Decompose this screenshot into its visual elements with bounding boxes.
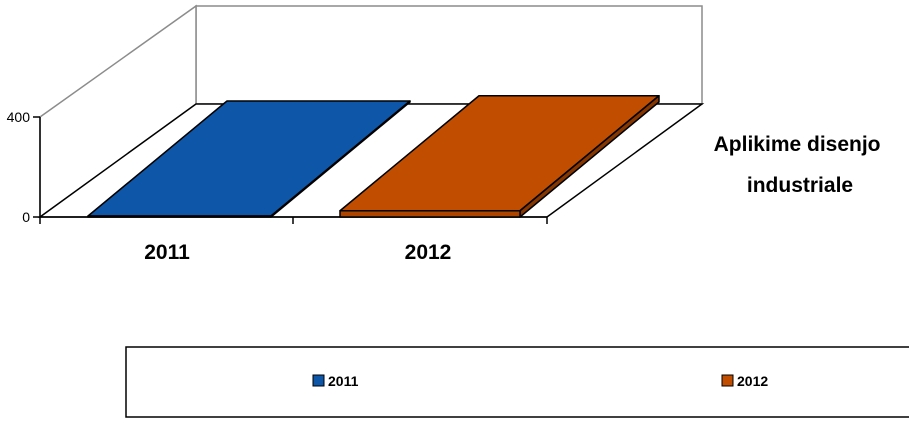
bar-front-2011 <box>87 215 272 218</box>
back-wall <box>195 5 703 105</box>
legend-swatch-2012 <box>721 374 734 387</box>
legend-swatch-2011 <box>312 374 325 387</box>
series-title: Aplikime disenjo industriale <box>714 133 887 197</box>
series-title-line-1: Aplikime disenjo <box>714 133 881 156</box>
legend-label-2011: 2011 <box>328 373 359 389</box>
legend-label-2012: 2012 <box>737 373 768 389</box>
legend-box <box>125 346 909 418</box>
y-tick-label-bottom: 0 <box>22 209 30 225</box>
bars-group <box>87 95 660 218</box>
bar-front-2012 <box>339 210 521 218</box>
series-title-line-2: industriale <box>747 174 853 197</box>
y-tick-label-top: 400 <box>7 109 31 125</box>
category-label-2012: 2012 <box>405 241 452 264</box>
category-label-2011: 2011 <box>144 241 190 264</box>
